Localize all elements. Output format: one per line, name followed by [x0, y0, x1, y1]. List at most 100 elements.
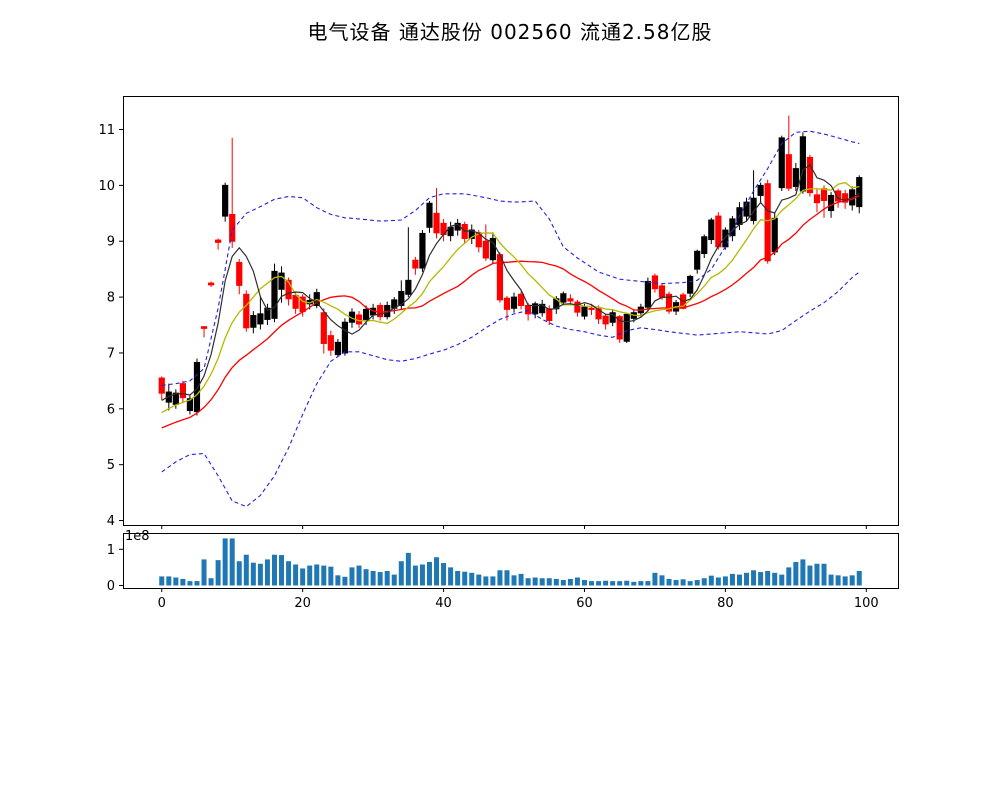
- volume-bar: [821, 563, 827, 586]
- candle-body-up: [426, 202, 433, 228]
- candle-body-up: [771, 217, 778, 253]
- candle-body-down: [651, 275, 659, 290]
- volume-bar: [828, 574, 834, 586]
- candle-body-down: [200, 326, 208, 329]
- volume-bar: [250, 562, 256, 586]
- volume-bar: [504, 570, 510, 586]
- candle-body-down: [835, 190, 842, 202]
- ma-fast-black-line: [161, 163, 860, 401]
- candle-body-down: [517, 293, 525, 306]
- candle-body-up: [193, 361, 201, 413]
- volume-tick-label: 1: [107, 543, 115, 558]
- volume-axes-spine: [123, 533, 899, 589]
- candle-body-up: [250, 315, 257, 328]
- volume-bar: [377, 572, 383, 586]
- volume-bars: [159, 538, 862, 586]
- volume-bar: [736, 574, 742, 586]
- candle-body-up: [405, 279, 412, 295]
- volume-bar: [596, 581, 602, 586]
- candle-body-down: [764, 183, 771, 262]
- volume-bar: [286, 561, 292, 586]
- volume-bar: [511, 575, 517, 586]
- x-tick-label: 100: [854, 596, 879, 611]
- candle-body-down: [433, 212, 440, 234]
- volume-bar: [201, 559, 207, 586]
- volume-bar: [610, 581, 616, 586]
- volume-bar: [567, 578, 573, 586]
- price-axes-spine: [123, 96, 899, 526]
- volume-bar: [166, 576, 172, 586]
- volume-bar: [243, 554, 249, 586]
- volume-bar: [314, 564, 320, 586]
- volume-tick-label: 0: [107, 579, 115, 594]
- volume-bar: [722, 576, 728, 586]
- x-tick-label: 40: [435, 596, 452, 611]
- volume-bar: [187, 581, 193, 586]
- volume-bar: [384, 570, 390, 586]
- volume-bar: [553, 578, 559, 586]
- candle-body-up: [447, 226, 454, 237]
- volume-bar: [758, 572, 764, 586]
- candle-body-up: [581, 306, 588, 317]
- volume-bar: [842, 576, 848, 586]
- x-tick-label: 0: [158, 596, 166, 611]
- volume-bar: [659, 575, 665, 586]
- volume-bar: [793, 561, 799, 586]
- volume-offset-label: 1e8: [125, 529, 150, 544]
- volume-bar: [483, 576, 489, 586]
- volume-bar: [835, 575, 841, 586]
- volume-bar: [617, 581, 623, 586]
- ma-slow-red-line: [161, 195, 860, 429]
- candle-body-up: [172, 392, 179, 405]
- price-tick-label: 11: [98, 123, 115, 138]
- volume-bar: [173, 577, 179, 586]
- price-panel: [158, 115, 863, 508]
- candle-body-down: [503, 297, 511, 310]
- volume-bar: [729, 573, 735, 586]
- candle-body-down: [377, 304, 384, 318]
- candle-body-up: [560, 293, 567, 303]
- volume-bar: [222, 538, 228, 586]
- volume-bar: [342, 576, 348, 586]
- volume-bar: [180, 578, 186, 586]
- volume-bar: [159, 576, 165, 586]
- candle-body-down: [785, 154, 792, 189]
- candle-body-down: [482, 240, 489, 259]
- candle-body-down: [595, 308, 602, 320]
- price-tick-label: 7: [107, 346, 115, 361]
- candle-body-down: [588, 307, 595, 310]
- candle-body-down: [158, 377, 165, 394]
- candle-body-up: [271, 270, 278, 319]
- bollinger-upper-line: [161, 130, 860, 386]
- candle-body-up: [264, 307, 271, 320]
- candle-body-up: [623, 313, 630, 342]
- candle-body-down: [813, 194, 821, 204]
- candle-body-down: [320, 312, 327, 344]
- candles-layer: [158, 115, 863, 416]
- volume-bar: [264, 559, 270, 586]
- volume-bar: [673, 580, 679, 586]
- volume-bar: [412, 565, 418, 586]
- volume-bar: [391, 574, 397, 586]
- volume-bar: [532, 577, 538, 586]
- candle-body-up: [398, 291, 405, 306]
- volume-bar: [800, 559, 806, 586]
- price-tick-label: 8: [107, 291, 115, 306]
- volume-bar: [744, 572, 750, 586]
- candle-body-up: [757, 184, 764, 196]
- x-tick-label: 20: [294, 596, 311, 611]
- candle-body-up: [799, 136, 806, 192]
- volume-bar: [715, 577, 721, 586]
- volume-bar: [765, 570, 771, 586]
- volume-bar: [194, 581, 200, 586]
- volume-bar: [666, 578, 672, 586]
- volume-bar: [539, 578, 545, 586]
- candle-body-down: [292, 294, 299, 309]
- volume-bar: [236, 561, 242, 586]
- volume-bar: [257, 563, 263, 586]
- candle-body-down: [546, 308, 553, 322]
- volume-bar: [229, 538, 235, 586]
- volume-bar: [652, 572, 658, 586]
- candle-body-up: [362, 308, 370, 320]
